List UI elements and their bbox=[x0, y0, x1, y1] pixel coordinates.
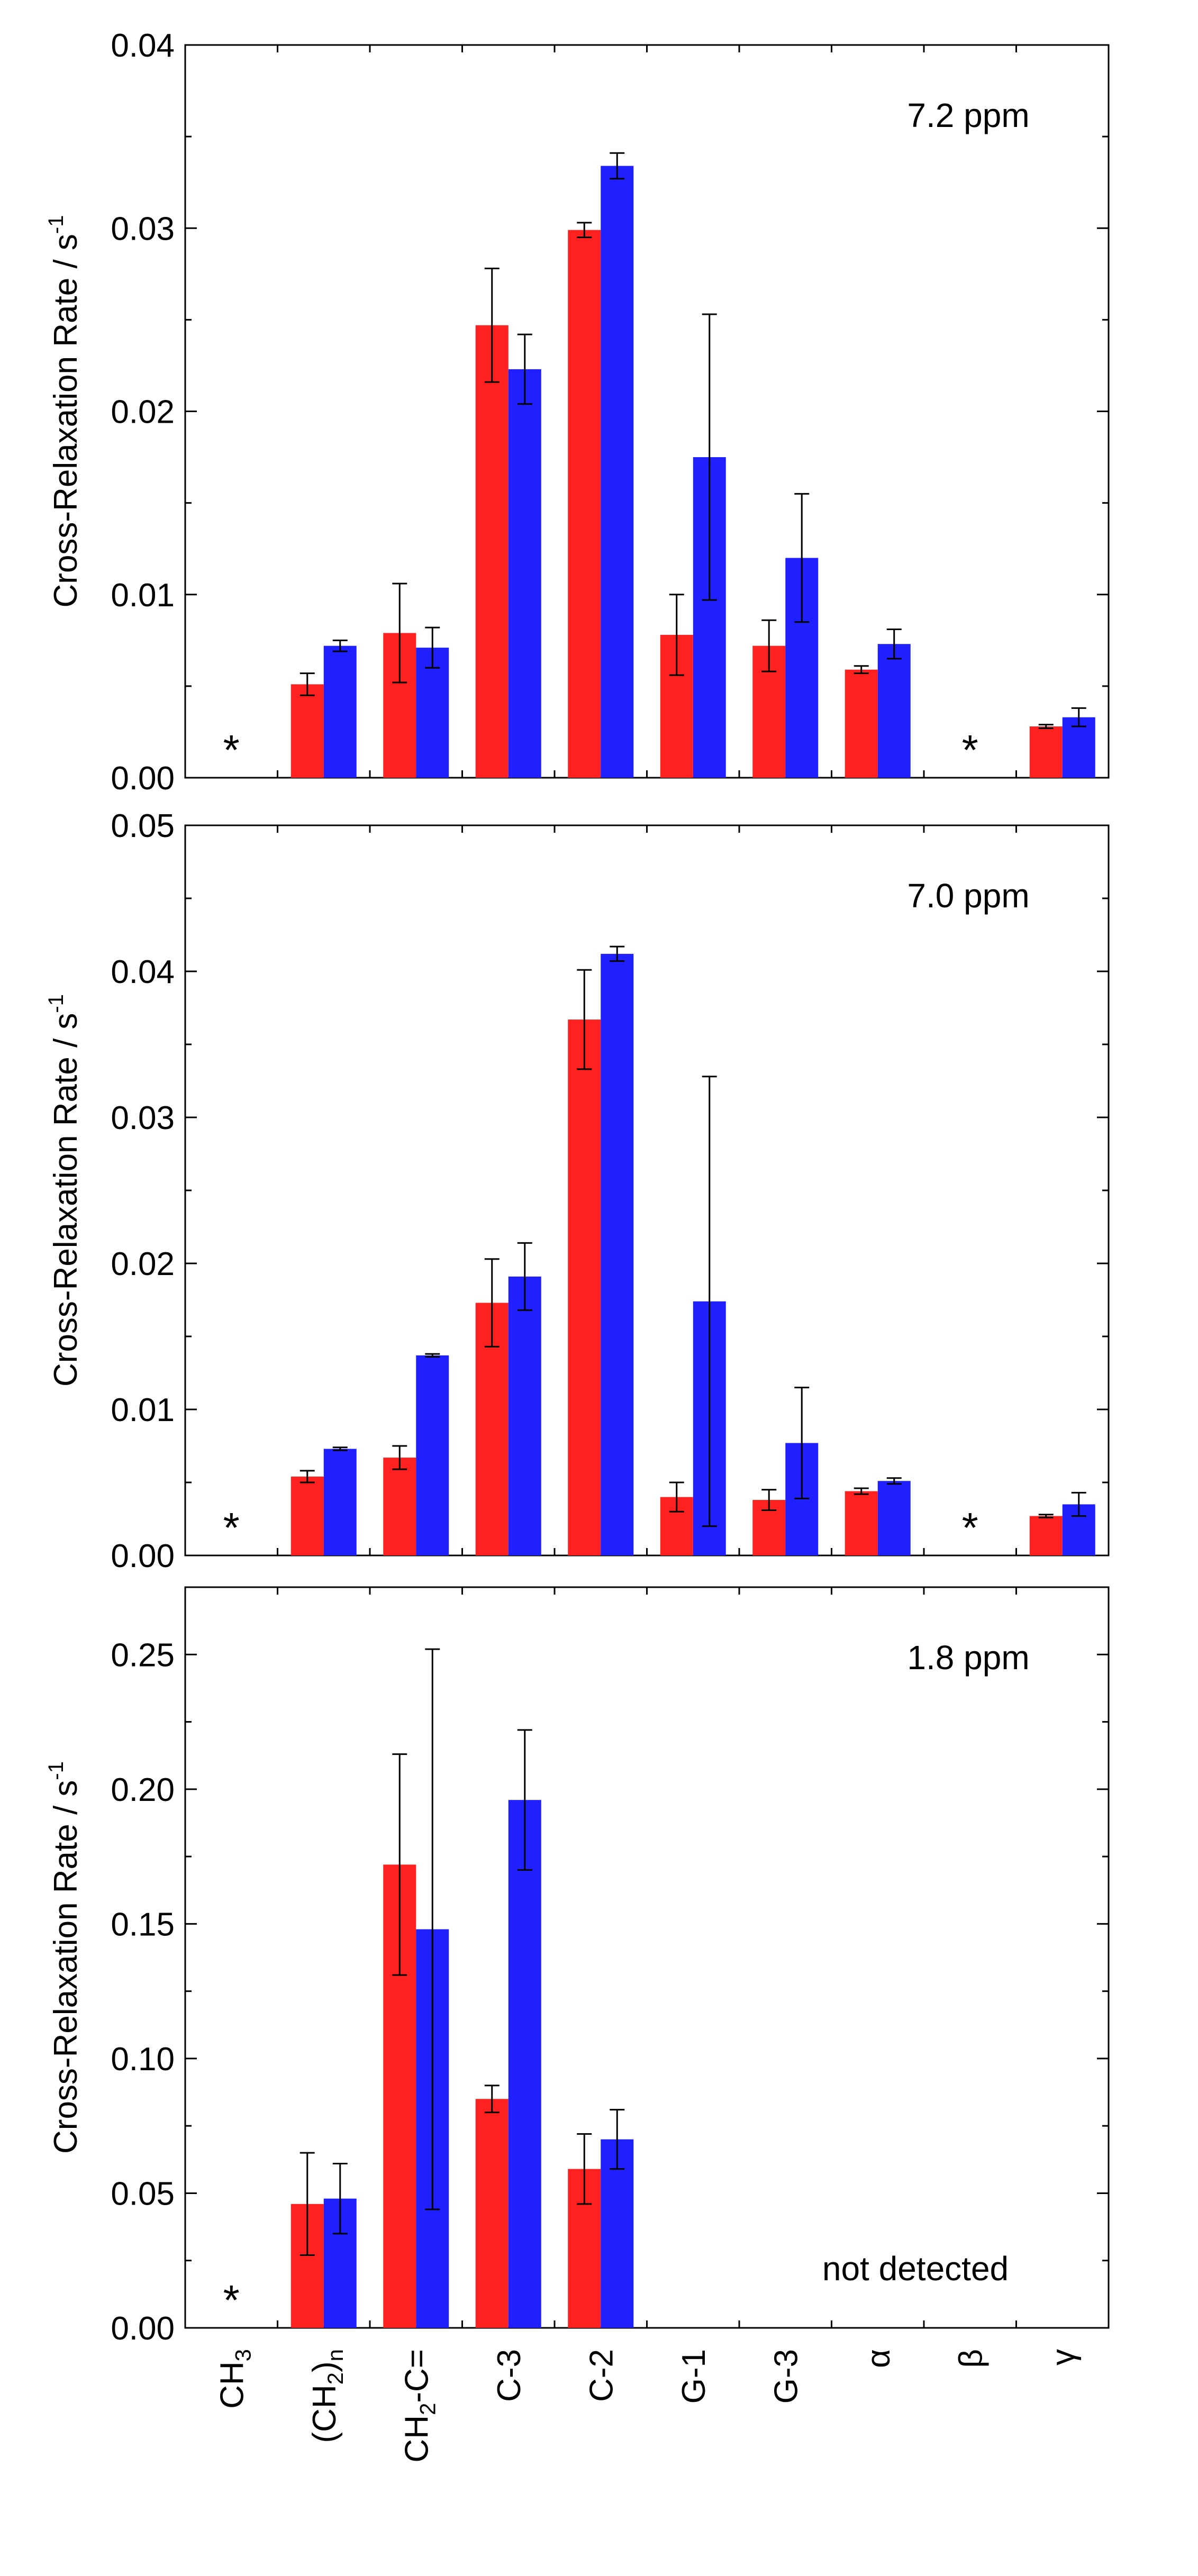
bar-blue-3 bbox=[508, 1276, 541, 1555]
bar-red-7 bbox=[845, 1491, 878, 1555]
bar-blue-3 bbox=[508, 369, 541, 778]
bar-red-1 bbox=[291, 684, 324, 778]
y-axis-label: Cross-Relaxation Rate / s-1 bbox=[44, 994, 84, 1387]
plot-frame bbox=[184, 824, 1110, 1556]
y-tick-label: 0.05 bbox=[111, 808, 175, 844]
bar-blue-9 bbox=[1062, 717, 1095, 778]
not-detected-marker: * bbox=[223, 2277, 240, 2324]
x-category-label: G-3 bbox=[768, 2349, 804, 2404]
bar-red-3 bbox=[475, 325, 509, 778]
bar-blue-2 bbox=[416, 648, 449, 778]
y-tick-label: 0.15 bbox=[111, 1906, 175, 1943]
bar-blue-7 bbox=[877, 644, 911, 778]
not-detected-marker: * bbox=[962, 1504, 978, 1551]
y-tick-label: 0.01 bbox=[111, 577, 175, 614]
bar-red-7 bbox=[845, 669, 878, 778]
chart-panel-3: 0.00 0.05 0.10 0.15 0.20 0.25 Cross-Relaxation… bbox=[44, 1586, 1110, 2347]
bar-blue-1 bbox=[323, 1449, 357, 1555]
y-tick-label: 0.25 bbox=[111, 1637, 175, 1673]
y-tick-label: 0.04 bbox=[111, 28, 175, 64]
y-tick-label: 0.01 bbox=[111, 1392, 175, 1428]
not-detected-marker: * bbox=[962, 726, 978, 773]
bar-blue-3 bbox=[508, 1800, 541, 2328]
y-tick-label: 0.00 bbox=[111, 760, 175, 797]
chart-panel-2: 0.00 0.01 0.02 0.03 0.04 0.05 Cross-Relaxation… bbox=[44, 808, 1110, 1574]
y-tick-label: 0.00 bbox=[111, 2310, 175, 2347]
x-category-label: C-2 bbox=[583, 2349, 620, 2402]
bar-red-9 bbox=[1029, 1516, 1063, 1555]
bar-blue-2 bbox=[416, 1355, 449, 1555]
x-category-label: α bbox=[860, 2349, 897, 2368]
x-category-label: (CH2)n bbox=[306, 2349, 348, 2443]
bar-red-2 bbox=[383, 1458, 416, 1555]
x-category-label: C-3 bbox=[491, 2349, 528, 2402]
y-tick-label: 0.00 bbox=[111, 1538, 175, 1574]
bar-blue-4 bbox=[601, 166, 634, 778]
panel-annotation: 1.8 ppm bbox=[907, 1639, 1029, 1677]
y-tick-label: 0.02 bbox=[111, 394, 175, 431]
y-tick-label: 0.03 bbox=[111, 1100, 175, 1136]
not-detected-marker: * bbox=[223, 726, 240, 773]
bar-red-9 bbox=[1029, 726, 1063, 778]
bar-red-4 bbox=[568, 230, 601, 778]
chart-panel-1: 0.00 0.01 0.02 0.03 0.04 Cross-Relaxation Rat… bbox=[44, 28, 1110, 797]
y-tick-label: 0.03 bbox=[111, 211, 175, 247]
bar-blue-4 bbox=[601, 2139, 634, 2328]
y-tick-label: 0.02 bbox=[111, 1246, 175, 1282]
bar-blue-4 bbox=[601, 953, 634, 1555]
x-category-label: CH2-C= bbox=[398, 2349, 440, 2463]
y-tick-label: 0.10 bbox=[111, 2041, 175, 2078]
panel-annotation: 7.2 ppm bbox=[907, 96, 1029, 134]
x-category-label: β bbox=[952, 2349, 989, 2368]
panel-annotation: 7.0 ppm bbox=[907, 877, 1029, 915]
x-category-label: γ bbox=[1045, 2349, 1082, 2365]
bar-blue-1 bbox=[323, 645, 357, 778]
bar-blue-7 bbox=[877, 1481, 911, 1555]
bar-red-3 bbox=[475, 2099, 509, 2328]
panel-note: not detected bbox=[822, 2250, 1009, 2288]
y-axis-label: Cross-Relaxation Rate / s-1 bbox=[44, 215, 84, 608]
y-tick-label: 0.05 bbox=[111, 2176, 175, 2212]
y-tick-label: 0.20 bbox=[111, 1772, 175, 1808]
y-axis-label: Cross-Relaxation Rate / s-1 bbox=[44, 1761, 84, 2154]
bar-red-1 bbox=[291, 1476, 324, 1555]
x-category-label: CH3 bbox=[214, 2349, 255, 2409]
not-detected-marker: * bbox=[223, 1504, 240, 1551]
y-tick-label: 0.04 bbox=[111, 954, 175, 990]
bar-red-4 bbox=[568, 1020, 601, 1555]
x-category-label: G-1 bbox=[676, 2349, 712, 2404]
